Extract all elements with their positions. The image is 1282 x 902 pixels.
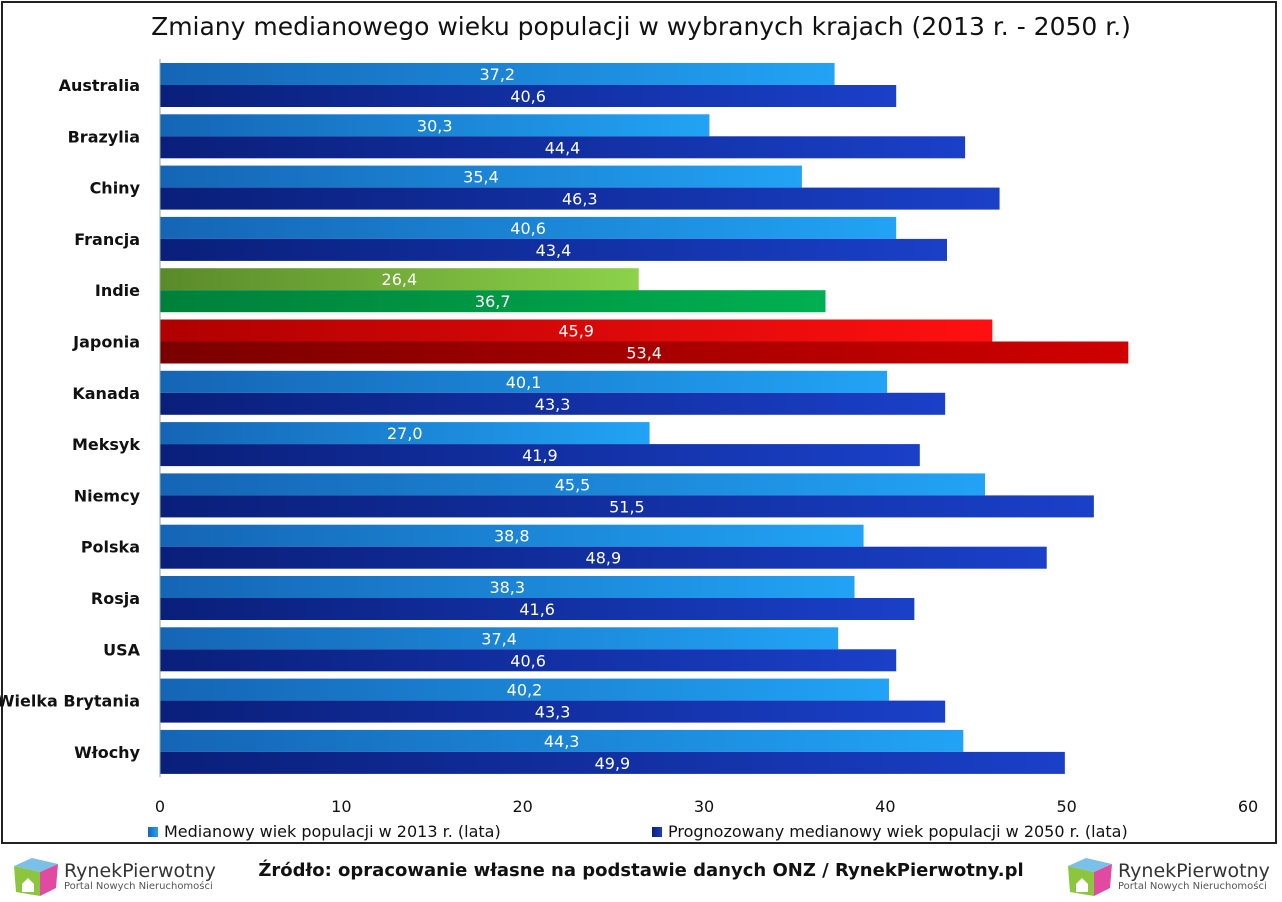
bar <box>160 319 993 342</box>
data-label: 43,3 <box>535 703 571 722</box>
category-label: Polska <box>81 538 140 557</box>
house-cube-icon <box>14 858 58 896</box>
category-label: Wielka Brytania <box>0 692 140 711</box>
bar <box>160 546 1047 569</box>
data-label: 37,2 <box>479 65 515 84</box>
bar <box>160 576 855 598</box>
data-label: 41,9 <box>522 446 558 465</box>
logo-sub: Portal Nowych Nieruchomości <box>64 880 213 892</box>
data-label: 49,9 <box>595 754 631 773</box>
x-tick-label: 0 <box>155 797 165 816</box>
bar <box>160 700 946 723</box>
bar <box>160 238 947 261</box>
bar <box>160 85 897 107</box>
bar <box>160 495 1094 518</box>
category-label: Meksyk <box>72 435 140 454</box>
data-label: 44,4 <box>545 138 581 157</box>
bar <box>160 422 650 445</box>
logo-name: RynekPierwotny <box>64 859 216 882</box>
data-label: 46,3 <box>562 190 598 209</box>
data-label: 26,4 <box>382 270 418 289</box>
legend-item-2013: Medianowy wiek populacji w 2013 r. (lata… <box>148 822 501 841</box>
data-label: 38,8 <box>494 527 530 546</box>
house-cube-icon <box>1068 858 1112 896</box>
x-tick-label: 30 <box>694 797 714 816</box>
x-tick-label: 40 <box>875 797 895 816</box>
bar <box>160 165 802 188</box>
source-note: Źródło: opracowanie własne na podstawie … <box>258 860 1024 881</box>
x-tick-label: 10 <box>331 797 351 816</box>
category-label: Japonia <box>72 333 140 352</box>
bar <box>160 678 889 701</box>
bar <box>160 63 835 85</box>
data-label: 40,6 <box>510 651 546 670</box>
data-label: 40,6 <box>510 87 546 106</box>
bar <box>160 216 897 239</box>
data-label: 53,4 <box>626 344 662 363</box>
bar <box>160 473 986 496</box>
data-label: 40,1 <box>506 373 542 392</box>
chart-frame <box>1 1 1277 844</box>
x-tick-label: 50 <box>1056 797 1076 816</box>
category-label: Indie <box>95 281 140 300</box>
legend-label: Medianowy wiek populacji w 2013 r. (lata… <box>164 822 501 841</box>
bar <box>160 187 1000 210</box>
category-label: Kanada <box>72 384 140 403</box>
data-label: 44,3 <box>544 732 580 751</box>
category-label: Rosja <box>91 589 140 608</box>
data-label: 48,9 <box>586 549 622 568</box>
data-label: 45,5 <box>555 475 591 494</box>
bar-chart: Australia 37,2 40,6 Brazylia 30,3 44,4 Chiny 35… <box>0 59 1258 816</box>
category-label: Niemcy <box>74 486 141 505</box>
data-label: 45,9 <box>558 322 594 341</box>
bar <box>160 627 839 650</box>
bar <box>160 136 966 159</box>
x-tick-label: 60 <box>1238 797 1258 816</box>
bar <box>160 290 826 313</box>
bar <box>160 392 946 415</box>
data-label: 41,6 <box>519 600 555 619</box>
logo-left: RynekPierwotny Portal Nowych Nieruchomośc… <box>10 854 216 898</box>
legend-item-2050: Prognozowany medianowy wiek populacji w … <box>652 822 1128 841</box>
bar <box>160 598 915 620</box>
logo-name: RynekPierwotny <box>1118 859 1270 882</box>
bar <box>160 444 920 467</box>
data-label: 38,3 <box>489 578 525 597</box>
data-label: 35,4 <box>463 168 499 187</box>
category-label: Australia <box>59 76 140 95</box>
chart-title: Zmiany medianowego wieku populacji w wyb… <box>151 12 1131 41</box>
data-label: 43,4 <box>536 241 572 260</box>
bar <box>160 268 639 291</box>
category-label: Włochy <box>74 743 140 762</box>
data-label: 40,2 <box>507 681 543 700</box>
logo-sub: Portal Nowych Nieruchomości <box>1118 880 1267 892</box>
legend-swatch <box>652 826 662 837</box>
legend-swatch <box>148 826 158 837</box>
category-label: Francja <box>74 230 140 249</box>
x-tick-label: 20 <box>512 797 532 816</box>
legend-label: Prognozowany medianowy wiek populacji w … <box>668 822 1128 841</box>
data-label: 30,3 <box>417 116 453 135</box>
bar <box>160 370 888 393</box>
data-label: 40,6 <box>510 219 546 238</box>
bar <box>160 524 864 547</box>
footer: RynekPierwotny Portal Nowych Nieruchomośc… <box>0 850 1282 902</box>
category-label: USA <box>103 640 141 659</box>
data-label: 36,7 <box>475 292 511 311</box>
category-label: Chiny <box>90 179 141 198</box>
bar <box>160 729 964 752</box>
data-label: 27,0 <box>387 424 423 443</box>
category-label: Brazylia <box>68 127 140 146</box>
logo-right: RynekPierwotny Portal Nowych Nieruchomośc… <box>1064 854 1270 898</box>
data-label: 43,3 <box>535 395 571 414</box>
data-label: 37,4 <box>481 629 517 648</box>
bar <box>160 114 710 137</box>
bar <box>160 649 897 672</box>
bar <box>160 751 1065 774</box>
data-label: 51,5 <box>609 497 645 516</box>
bar <box>160 341 1129 364</box>
